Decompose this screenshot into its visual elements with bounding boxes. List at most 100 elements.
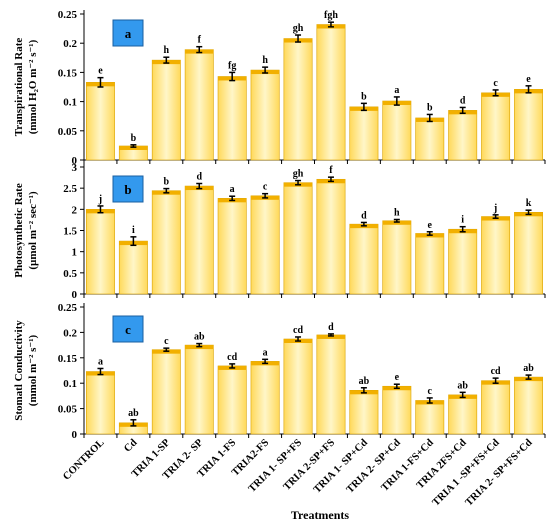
bar-cap <box>316 334 346 339</box>
bar <box>514 376 543 435</box>
x-axis-title: Treatments <box>291 508 350 522</box>
y-tick-label: 0.05 <box>58 126 78 138</box>
bar <box>514 211 543 295</box>
y-tick-label: 0 <box>72 155 78 167</box>
bar <box>151 190 181 295</box>
significance-letter: a <box>394 85 399 96</box>
bar-cap <box>119 145 148 150</box>
y-axis-title: Stomatl Conductivity (mmol m⁻² s⁻¹) <box>13 320 39 421</box>
significance-letter: c <box>263 182 268 193</box>
significance-letter: cd <box>491 366 501 377</box>
y-tick-label: 0 <box>72 289 78 301</box>
bar <box>283 38 313 161</box>
significance-letter: d <box>460 95 466 106</box>
bar <box>184 185 214 295</box>
bar <box>118 240 148 295</box>
y-tick-label: 0.05 <box>58 404 78 416</box>
y-axis-title-line2: (µmol m⁻² sec⁻¹) <box>27 191 39 270</box>
bar <box>382 220 412 295</box>
significance-letter: i <box>132 225 135 236</box>
significance-letter: d <box>361 210 367 221</box>
y-tick-label: 2.5 <box>63 183 77 195</box>
y-axis-title-line1: Transpirational Rate <box>13 38 25 137</box>
significance-letter: c <box>493 78 498 89</box>
y-tick-label: 0.2 <box>63 327 77 339</box>
bar <box>349 106 379 161</box>
significance-letter: b <box>427 102 433 113</box>
significance-letter: e <box>98 66 103 77</box>
significance-letter: f <box>198 35 202 46</box>
bar <box>217 365 247 435</box>
significance-letter: gh <box>293 23 304 34</box>
significance-letter: b <box>131 133 137 144</box>
significance-letter: h <box>262 55 268 66</box>
significance-letter: k <box>526 198 532 209</box>
y-tick-label: 0.25 <box>58 302 78 314</box>
significance-letter: ab <box>523 363 534 374</box>
bar <box>151 349 181 435</box>
y-tick-label: 0.5 <box>63 268 77 280</box>
y-axis-title-line1: Photosynthetic Rate <box>13 183 25 278</box>
significance-letter: f <box>329 165 333 176</box>
x-category-label: Cd <box>122 437 139 454</box>
significance-letter: a <box>230 184 235 195</box>
y-tick-label: 0.25 <box>58 9 78 21</box>
bar <box>217 198 247 295</box>
bar <box>349 390 379 435</box>
bar <box>514 89 543 161</box>
significance-letter: a <box>263 347 268 358</box>
bar <box>250 69 280 161</box>
significance-letter: h <box>164 45 170 56</box>
significance-letter: e <box>395 372 400 383</box>
chart-panel-b: 0 0.5 1 1.5 2 2.5 3 Photosynthetic Rate (µmol m⁻… <box>13 162 546 301</box>
bar <box>448 110 478 161</box>
panel-label: b <box>124 182 131 197</box>
y-tick-label: 1.5 <box>63 226 77 238</box>
chart-panel-a: 0 0.05 0.1 0.15 0.2 0.25 Transpirational Rate(… <box>13 9 546 167</box>
bar <box>316 24 346 161</box>
significance-letter: b <box>361 91 367 102</box>
significance-letter: j <box>98 194 102 205</box>
significance-letter: fgh <box>324 10 338 21</box>
bar <box>86 371 115 435</box>
panel-label: a <box>125 26 132 41</box>
y-axis-title: Transpirational Rate (mmol H₂O m⁻² s⁻¹) <box>13 38 39 137</box>
bar <box>184 344 214 435</box>
bar <box>86 209 115 295</box>
bar <box>382 100 412 161</box>
panel-label-box <box>112 315 144 343</box>
significance-letter: gh <box>293 169 304 180</box>
significance-letter: h <box>394 207 400 218</box>
bar <box>415 233 445 295</box>
y-tick-label: 0.15 <box>58 353 78 365</box>
y-tick-label: 0.15 <box>58 67 78 79</box>
x-category-label: TRIA 2- SP+FS+Cd <box>464 437 535 508</box>
significance-letter: d <box>196 172 202 183</box>
y-axis-title-line2: (mmol m⁻² s⁻¹) <box>27 334 39 406</box>
bar <box>349 223 379 295</box>
significance-letter: j <box>493 203 497 214</box>
significance-letter: ab <box>194 332 205 343</box>
significance-letter: a <box>98 356 103 367</box>
y-tick-label: 0.1 <box>63 97 77 109</box>
bar <box>382 385 412 435</box>
chart-panel-c: 0 0.05 0.1 0.15 0.2 0.25 Stomatl Conductivity(… <box>13 302 546 441</box>
bar <box>283 182 313 295</box>
significance-letter: e <box>428 220 433 231</box>
significance-letter: ab <box>457 380 468 391</box>
significance-letter: ab <box>359 376 370 387</box>
bar <box>415 117 445 161</box>
x-category-label: CONTROL <box>61 437 106 482</box>
panel-label-box <box>112 19 144 47</box>
bar <box>415 400 445 435</box>
panel-label: c <box>125 322 131 337</box>
y-axis-title: Photosynthetic Rate (µmol m⁻² sec⁻¹) <box>13 183 39 278</box>
y-axis-title-line2: (mmol H₂O m⁻² s⁻¹) <box>27 39 39 134</box>
panel-label-box <box>112 175 144 203</box>
significance-letter: e <box>526 74 531 85</box>
y-tick-label: 2 <box>72 204 78 216</box>
bar <box>86 82 115 161</box>
bar <box>481 216 511 295</box>
